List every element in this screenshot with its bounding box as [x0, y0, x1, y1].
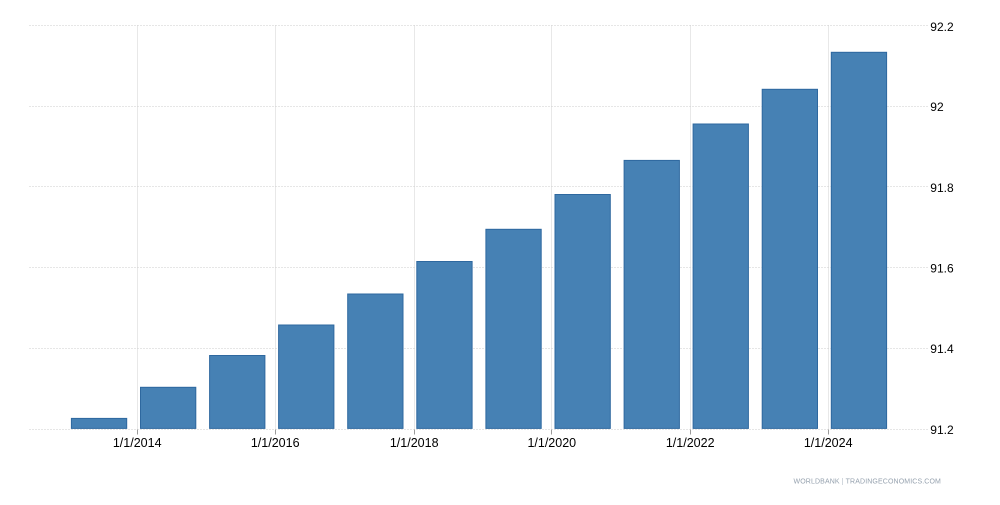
svg-text:1/1/2018: 1/1/2018: [390, 436, 439, 450]
svg-text:92.2: 92.2: [930, 20, 954, 34]
svg-text:1/1/2024: 1/1/2024: [804, 436, 853, 450]
svg-text:91.4: 91.4: [930, 342, 954, 356]
svg-text:WORLDBANK | TRADINGECONOMICS.C: WORLDBANK | TRADINGECONOMICS.COM: [794, 479, 942, 486]
svg-text:1/1/2022: 1/1/2022: [666, 436, 715, 450]
svg-text:91.8: 91.8: [930, 181, 954, 195]
svg-text:92: 92: [930, 100, 944, 114]
svg-text:1/1/2020: 1/1/2020: [527, 436, 576, 450]
svg-text:91.6: 91.6: [930, 261, 954, 275]
svg-text:91.2: 91.2: [930, 423, 954, 437]
svg-text:1/1/2014: 1/1/2014: [113, 436, 162, 450]
svg-text:1/1/2016: 1/1/2016: [251, 436, 300, 450]
